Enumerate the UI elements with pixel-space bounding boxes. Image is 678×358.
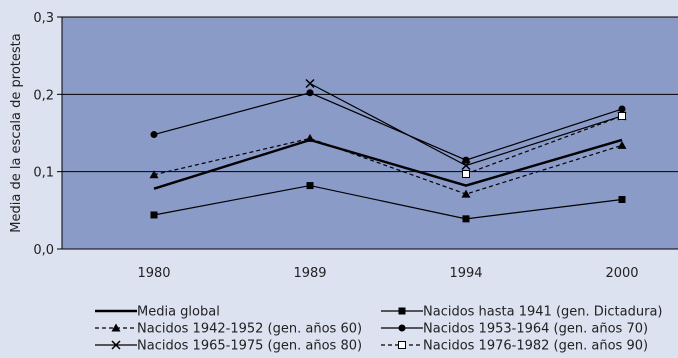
series-line — [153, 184, 623, 220]
marker-square — [150, 211, 158, 219]
y-axis-title: Media de la escala de protesta — [9, 33, 24, 232]
legend-label: Nacidos 1976-1982 (gen. años 90) — [423, 339, 648, 354]
series-2 — [149, 133, 627, 198]
marker-circle — [398, 324, 406, 332]
legend-item: Media global — [95, 305, 220, 320]
marker-square — [398, 307, 406, 315]
marker-circle — [462, 156, 470, 164]
legend-item: Nacidos 1976-1982 (gen. años 90) — [381, 339, 648, 354]
marker-x — [305, 78, 315, 89]
y-tick-label: 0,2 — [33, 88, 54, 103]
y-tick-labels: 0,0 0,1 0,2 0,3 — [33, 11, 54, 258]
marker-x — [111, 340, 121, 350]
series-line — [153, 138, 623, 190]
y-tick-label: 0,1 — [33, 166, 54, 181]
x-tick-label: 1989 — [293, 266, 326, 281]
marker-open-square — [462, 169, 470, 178]
legend-item: Nacidos hasta 1941 (gen. Dictadura) — [381, 305, 662, 320]
marker-circle — [150, 131, 158, 139]
axes — [61, 17, 678, 250]
y-tick-label: 0,0 — [33, 243, 54, 258]
x-tick-label: 1994 — [449, 266, 482, 281]
marker-open-square — [618, 111, 626, 120]
marker-square — [618, 196, 626, 204]
legend-label: Nacidos 1942-1952 (gen. años 60) — [137, 322, 362, 337]
legend-item: Nacidos 1965-1975 (gen. años 80) — [95, 339, 362, 354]
legend-label: Nacidos hasta 1941 (gen. Dictadura) — [423, 305, 662, 320]
legend-label: Media global — [137, 305, 220, 320]
x-tick-labels: 1980 1989 1994 2000 — [137, 266, 638, 281]
series-line — [153, 92, 623, 161]
marker-square — [306, 182, 314, 190]
series-0 — [153, 138, 623, 190]
legend: Media global Nacidos hasta 1941 (gen. Dic… — [95, 305, 662, 354]
marker-triangle — [461, 189, 471, 198]
series-3 — [150, 89, 626, 164]
legend-label: Nacidos 1965-1975 (gen. años 80) — [137, 339, 362, 354]
legend-item: Nacidos 1942-1952 (gen. años 60) — [95, 322, 362, 337]
x-tick-label: 2000 — [605, 266, 638, 281]
legend-label: Nacidos 1953-1964 (gen. años 70) — [423, 322, 648, 337]
y-tick-label: 0,3 — [33, 11, 54, 26]
marker-circle — [618, 105, 626, 113]
series-group — [149, 78, 627, 223]
marker-triangle — [305, 133, 315, 142]
marker-x — [461, 160, 471, 171]
marker-square — [462, 215, 470, 223]
marker-triangle — [149, 170, 159, 179]
series-1 — [150, 182, 626, 223]
marker-triangle — [111, 323, 121, 332]
marker-triangle — [617, 140, 627, 149]
x-tick-label: 1980 — [137, 266, 170, 281]
legend-item: Nacidos 1953-1964 (gen. años 70) — [381, 322, 648, 337]
marker-circle — [306, 89, 314, 97]
marker-open-square — [398, 341, 406, 349]
series-line — [153, 137, 623, 195]
series-5 — [462, 111, 626, 178]
plot-area — [62, 17, 678, 249]
gridlines — [57, 16, 678, 250]
